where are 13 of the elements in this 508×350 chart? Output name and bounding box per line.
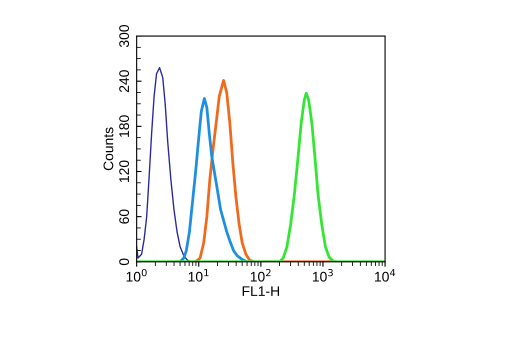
- x-tick-label: 10$^{3}$: [312, 268, 333, 282]
- x-tick-label: 10$^{4}$: [375, 269, 396, 282]
- y-tick-label: 60: [119, 209, 130, 224]
- x-tick-label: 10$^{0}$: [126, 268, 147, 282]
- x-tick-label: 10$^{1}$: [188, 269, 209, 282]
- y-tick-label: 180: [119, 115, 130, 137]
- y-tick-label: 240: [119, 70, 130, 92]
- x-axis-title: FL1-H: [242, 286, 280, 296]
- x-tick-label: 10$^{2}$: [250, 268, 271, 282]
- y-tick-label: 300: [119, 25, 130, 48]
- y-axis-title: Counts: [103, 127, 114, 170]
- y-tick-label: 120: [119, 160, 130, 182]
- y-tick-label: 0: [119, 258, 130, 266]
